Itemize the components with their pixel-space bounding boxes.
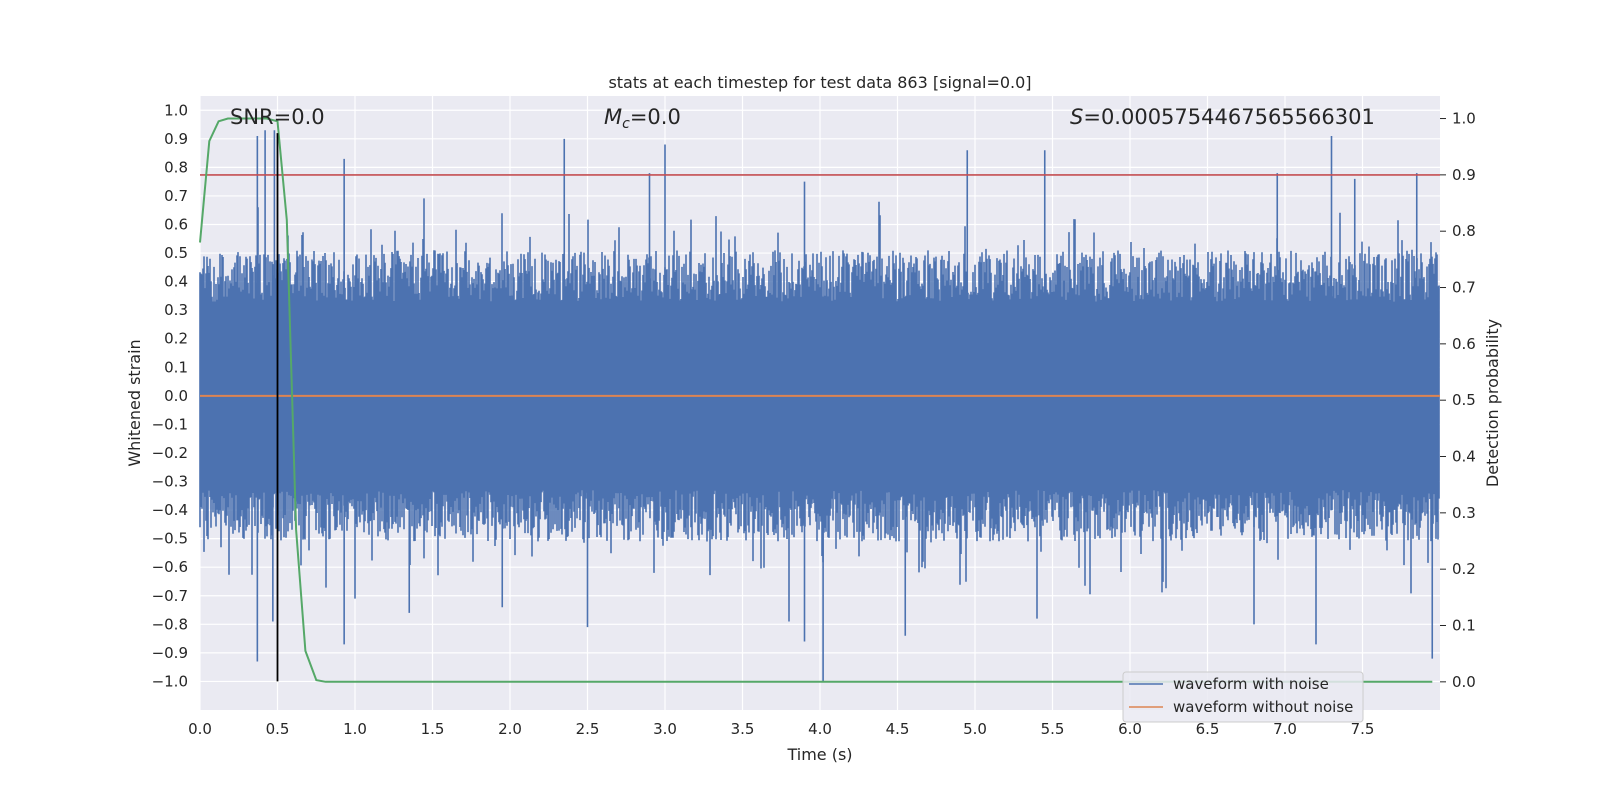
y-tick-label: −0.7	[152, 587, 188, 605]
y-tick-label: 1.0	[164, 101, 188, 119]
y-tick-label: 0.2	[164, 330, 188, 348]
y2-tick-label: 0.7	[1452, 279, 1476, 297]
y-tick-label: 0.0	[164, 387, 188, 405]
x-tick-label: 4.0	[808, 720, 832, 738]
x-tick-label: 2.0	[498, 720, 522, 738]
series-waveform-with-noise	[199, 130, 1440, 682]
y-tick-label: 0.3	[164, 301, 188, 319]
x-tick-label: 2.5	[576, 720, 600, 738]
y2-tick-label: 0.0	[1452, 673, 1476, 691]
y-tick-label: −0.1	[152, 415, 188, 433]
x-tick-label: 3.0	[653, 720, 677, 738]
x-tick-label: 1.5	[421, 720, 445, 738]
annotation-s: S=0.0005754467565566301	[1070, 105, 1375, 129]
y-tick-label: −0.3	[152, 473, 188, 491]
annotation-mc: Mc=0.0	[604, 105, 681, 132]
y2-tick-label: 0.5	[1452, 391, 1476, 409]
x-tick-labels: 0.0 0.5 1.0 1.5 2.0 2.5 3.0 3.5 4.0 4.5 5.0 5.5 6.0 6…	[188, 720, 1374, 738]
legend-label-noise: waveform with noise	[1173, 675, 1329, 693]
y-tick-labels: 1.0 0.9 0.8 0.7 0.6 0.5 0.4 0.3 0.2 0.1 0.0 −0.1 −0.…	[152, 101, 188, 690]
x-tick-label: 5.5	[1041, 720, 1065, 738]
y2-tick-label: 0.2	[1452, 560, 1476, 578]
legend-box	[1122, 671, 1364, 723]
y2-tick-labels: 1.0 0.9 0.8 0.7 0.6 0.5 0.4 0.3 0.2 0.1 0.0	[1440, 110, 1476, 691]
y2-axis-label: Detection probability	[1483, 319, 1502, 487]
y-tick-label: 0.6	[164, 216, 188, 234]
x-axis-label: Time (s)	[786, 745, 852, 764]
y-axis-label: Whitened strain	[125, 339, 144, 466]
x-tick-label: 6.0	[1118, 720, 1142, 738]
x-tick-label: 5.0	[963, 720, 987, 738]
y-tick-label: 0.7	[164, 187, 188, 205]
x-tick-label: 1.0	[343, 720, 367, 738]
x-tick-label: 3.5	[731, 720, 755, 738]
y-tick-label: −0.8	[152, 615, 188, 633]
x-tick-label: 6.5	[1196, 720, 1220, 738]
chart-title: stats at each timestep for test data 863…	[608, 73, 1031, 92]
noise-trace	[199, 198, 1440, 595]
y-tick-label: −0.2	[152, 444, 188, 462]
y2-tick-label: 0.8	[1452, 222, 1476, 240]
y2-tick-label: 0.6	[1452, 335, 1476, 353]
x-tick-label: 4.5	[886, 720, 910, 738]
y-tick-label: 0.4	[164, 273, 188, 291]
y-tick-label: −0.9	[152, 644, 188, 662]
y-tick-label: −0.6	[152, 558, 188, 576]
y2-tick-label: 0.3	[1452, 504, 1476, 522]
series-lines	[199, 117, 1440, 683]
x-tick-label: 7.0	[1273, 720, 1297, 738]
y-tick-label: 0.5	[164, 244, 188, 262]
x-tick-label: 7.5	[1351, 720, 1375, 738]
annotation-snr: SNR=0.0	[230, 105, 325, 129]
y2-tick-label: 0.9	[1452, 166, 1476, 184]
y-tick-label: 0.1	[164, 358, 188, 376]
y-tick-label: −0.5	[152, 530, 188, 548]
y-tick-label: −1.0	[152, 672, 188, 690]
y-tick-label: 0.9	[164, 130, 188, 148]
y-tick-label: 0.8	[164, 158, 188, 176]
y-tick-label: −0.4	[152, 501, 188, 519]
series-detection-probability	[199, 117, 1433, 683]
x-tick-label: 0.5	[266, 720, 290, 738]
legend-label-clean: waveform without noise	[1173, 698, 1353, 716]
y2-tick-label: 0.1	[1452, 617, 1476, 635]
legend: waveform with noise waveform without noi…	[1122, 671, 1364, 723]
y2-tick-label: 1.0	[1452, 110, 1476, 128]
x-tick-label: 0.0	[188, 720, 212, 738]
y2-tick-label: 0.4	[1452, 448, 1476, 466]
